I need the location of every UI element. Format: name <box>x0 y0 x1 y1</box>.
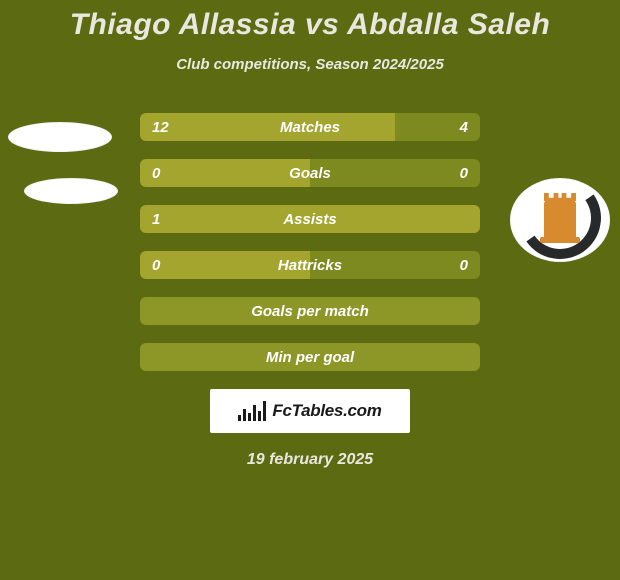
logo-bar-icon <box>253 405 256 421</box>
date-text: 19 february 2025 <box>0 451 620 469</box>
stat-bar-left-segment <box>140 113 395 141</box>
stat-bar-left-segment <box>140 343 480 371</box>
fctables-logo: FcTables.com <box>210 389 410 433</box>
logo-bar-icon <box>248 413 251 421</box>
stat-bar-left-segment <box>140 159 310 187</box>
comparison-card: Thiago Allassia vs Abdalla Saleh Club co… <box>0 0 620 580</box>
stat-bar: Assists1 <box>140 205 480 233</box>
logo-bar-icon <box>238 415 241 421</box>
stat-bar-left-segment <box>140 297 480 325</box>
stat-bar-left-segment <box>140 251 310 279</box>
stat-bar: Goals per match <box>140 297 480 325</box>
stat-bar: Matches124 <box>140 113 480 141</box>
stat-bar-left-segment <box>140 205 480 233</box>
subtitle: Club competitions, Season 2024/2025 <box>0 56 620 73</box>
stat-bar-right-segment <box>310 251 480 279</box>
stat-bar: Min per goal <box>140 343 480 371</box>
stat-bars: Matches124 Goals00 Assists1 Hattricks00 Goal… <box>0 113 620 371</box>
logo-bar-icon <box>263 401 266 421</box>
logo-bar-icon <box>243 409 246 421</box>
stat-bar-right-segment <box>395 113 480 141</box>
stat-bar-right-segment <box>310 159 480 187</box>
logo-text: FcTables.com <box>272 401 381 421</box>
stat-bar: Goals00 <box>140 159 480 187</box>
logo-bars-icon <box>238 401 266 421</box>
stat-bar: Hattricks00 <box>140 251 480 279</box>
logo-bar-icon <box>258 411 261 421</box>
page-title: Thiago Allassia vs Abdalla Saleh <box>0 8 620 42</box>
